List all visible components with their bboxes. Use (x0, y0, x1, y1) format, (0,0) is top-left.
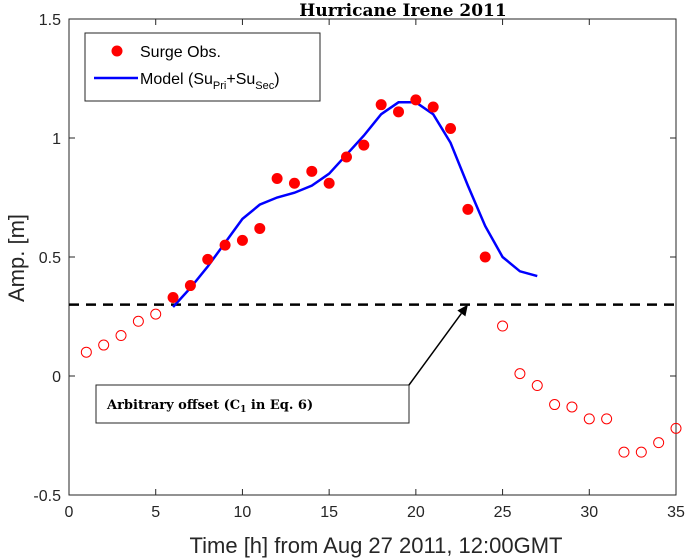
surge-obs-point (479, 251, 491, 263)
legend-model-label: Model (SuPri+SuSec) (140, 71, 280, 92)
surge-obs-open-point (670, 422, 682, 434)
surge-obs-open-point (150, 308, 162, 320)
annotation: Arbitrary offset (C1 in Eq. 6) (95, 304, 468, 424)
legend-model-close: ) (274, 71, 279, 88)
surge-obs-point (375, 99, 387, 111)
y-axis-ticks: -0.5 0 0.5 1 1.5 (33, 12, 676, 505)
x-tick-label: 35 (667, 504, 685, 521)
surge-obs-point (167, 291, 179, 303)
x-tick-label: 5 (151, 504, 160, 521)
legend-model-text: Model (Su (140, 71, 213, 88)
surge-obs-open-point (601, 413, 613, 425)
legend-obs-marker (111, 45, 123, 57)
surge-obs-point (462, 203, 474, 215)
annotation-arrow-head (457, 304, 468, 317)
y-tick-label: 0.5 (39, 250, 61, 267)
y-tick-label: 1 (52, 131, 61, 148)
x-tick-label: 25 (494, 504, 512, 521)
model-line (172, 101, 538, 308)
x-axis-label: Time [h] from Aug 27 2011, 12:00GMT (190, 533, 563, 558)
legend-model-sub2: Sec (255, 80, 274, 92)
annotation-arrow-line (408, 313, 462, 386)
y-tick-label: -0.5 (33, 488, 61, 505)
surge-obs-open-point (98, 339, 110, 351)
y-axis-label: Amp. [m] (4, 214, 29, 302)
surge-obs-open-point (132, 315, 144, 327)
annotation-text-start: Arbitrary offset (C (106, 398, 240, 413)
surge-obs-open-point (653, 437, 665, 449)
surge-obs-unfitted-series (80, 308, 682, 458)
surge-obs-point (323, 177, 335, 189)
chart-title: Hurricane Irene 2011 (299, 1, 506, 21)
surge-obs-series (167, 94, 491, 303)
surge-obs-open-point (583, 413, 595, 425)
surge-obs-point (306, 165, 318, 177)
x-tick-label: 20 (407, 504, 425, 521)
surge-obs-open-point (549, 399, 561, 411)
surge-obs-point (202, 253, 214, 265)
surge-obs-point (254, 222, 266, 234)
surge-obs-open-point (514, 368, 526, 380)
surge-obs-open-point (80, 346, 92, 358)
x-axis-ticks: 0 5 10 15 20 25 30 35 (65, 19, 685, 521)
surge-obs-open-point (497, 320, 509, 332)
x-tick-label: 10 (234, 504, 252, 521)
surge-obs-open-point (115, 330, 127, 342)
legend: Surge Obs. Model (SuPri+SuSec) (84, 32, 321, 102)
annotation-text-end: in Eq. 6) (246, 398, 313, 413)
legend-obs-label: Surge Obs. (140, 44, 221, 61)
legend-model-plus: +Su (226, 71, 255, 88)
x-tick-label: 15 (320, 504, 338, 521)
surge-obs-point (358, 139, 370, 151)
surge-obs-point (271, 172, 283, 184)
y-tick-label: 1.5 (39, 12, 61, 29)
legend-model-sub1: Pri (213, 80, 226, 92)
surge-obs-point (288, 177, 300, 189)
surge-obs-point (427, 101, 439, 113)
model-series (172, 101, 538, 308)
surge-obs-point (219, 239, 231, 251)
y-tick-label: 0 (52, 369, 61, 386)
annotation-box (95, 384, 410, 424)
x-tick-label: 0 (65, 504, 74, 521)
legend-box (84, 32, 321, 102)
surge-obs-open-point (635, 446, 647, 458)
surge-obs-point (236, 234, 248, 246)
surge-obs-open-point (566, 401, 578, 413)
surge-obs-point (184, 280, 196, 292)
surge-obs-point (410, 94, 422, 106)
surge-obs-point (445, 122, 457, 134)
surge-obs-point (393, 106, 405, 118)
annotation-text: Arbitrary offset (C1 in Eq. 6) (106, 398, 313, 415)
surge-obs-open-point (618, 446, 630, 458)
annotation-sub: 1 (240, 405, 246, 415)
surge-obs-open-point (531, 380, 543, 392)
x-tick-label: 30 (580, 504, 598, 521)
surge-obs-point (340, 151, 352, 163)
